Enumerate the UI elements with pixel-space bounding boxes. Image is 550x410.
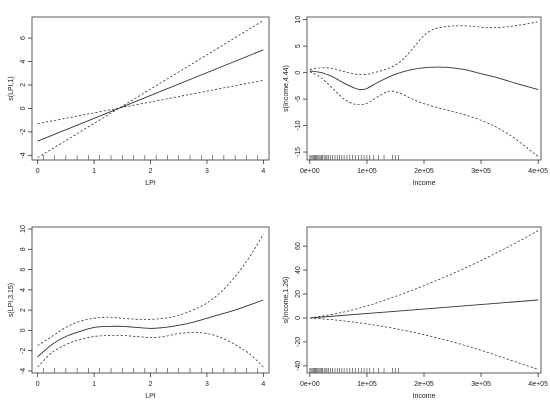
y-tick-label: 0: [295, 316, 302, 320]
x-axis-label: Income: [413, 393, 436, 400]
plot-frame: [31, 16, 270, 161]
x-tick-label: 3: [205, 168, 209, 175]
y-tick-label: 5: [295, 44, 302, 48]
plot-frame: [306, 226, 542, 374]
y-tick-label: -4: [20, 152, 27, 158]
series-line-upper: [309, 21, 539, 75]
x-tick-label: 1: [92, 381, 96, 388]
y-tick-label: -20: [295, 337, 302, 347]
y-axis-label: s(Income,1.26): [283, 277, 290, 324]
y-axis-label: s(LPI,3.15): [8, 283, 15, 317]
y-tick-label: -10: [295, 120, 302, 130]
x-tick-label: 4: [261, 168, 265, 175]
y-tick-label: 6: [20, 36, 27, 40]
x-axis-label: LPI: [145, 393, 156, 400]
y-tick-label: 0: [295, 71, 302, 75]
x-tick-label: 3e+05: [471, 381, 491, 388]
y-tick-label: -2: [20, 129, 27, 135]
series-line-fit: [37, 49, 264, 142]
series-line-lower: [309, 317, 539, 370]
panel-lpi-linear: 0 1 2 3 4 -4 -2 0 2 4 6 LPI s(LPI,1): [8, 16, 270, 187]
y-tick-label: 4: [20, 59, 27, 63]
x-tick-label: 0e+00: [300, 168, 320, 175]
series-line-upper: [37, 233, 264, 346]
x-tick-label: 1e+05: [357, 381, 377, 388]
series-line-upper: [37, 79, 264, 125]
series-group: [309, 21, 539, 157]
y-tick-label: -40: [295, 361, 302, 371]
x-tick-label: 2: [149, 381, 153, 388]
series-line-lower: [37, 20, 264, 159]
series-group: [37, 233, 264, 368]
plot-frame: [306, 16, 542, 161]
y-tick-label: -4: [20, 368, 27, 374]
y-tick-label: 4: [20, 288, 27, 292]
x-tick-label: 4e+05: [528, 381, 548, 388]
x-tick-label: 2e+05: [414, 168, 434, 175]
y-tick-label: 40: [295, 266, 302, 274]
y-tick-label: 10: [295, 16, 302, 24]
x-tick-label: 1e+05: [357, 168, 377, 175]
x-tick-label: 3e+05: [471, 168, 491, 175]
panel-lpi-315: 0 1 2 3 4 -4 -2 0 2 4 6 8 10 LPI s(LPI,3.15): [8, 225, 270, 400]
x-tick-label: 2: [149, 168, 153, 175]
y-tick-label: -2: [20, 347, 27, 353]
y-tick-label: 0: [20, 106, 27, 110]
y-tick-label: 0: [20, 328, 27, 332]
x-tick-label: 3: [205, 381, 209, 388]
series-group: [37, 20, 264, 159]
series-group: [309, 230, 539, 370]
series-line-fit: [37, 299, 264, 358]
x-axis-label: LPI: [145, 180, 156, 187]
panel-income-126: 0e+00 1e+05 2e+05 3e+05 4e+05 -40 -20 0 20 40 60 In…: [283, 226, 548, 400]
series-line-fit: [309, 299, 539, 319]
y-tick-label: -5: [295, 96, 302, 102]
series-line-fit: [309, 66, 539, 91]
series-line-lower: [37, 331, 264, 368]
y-tick-label: 60: [295, 242, 302, 250]
plot-frame: [31, 226, 270, 374]
y-tick-label: 20: [295, 290, 302, 298]
x-tick-label: 2e+05: [414, 381, 434, 388]
y-tick-label: 10: [20, 225, 27, 233]
series-line-lower: [309, 71, 539, 157]
y-tick-label: 8: [20, 247, 27, 251]
x-tick-label: 0: [36, 381, 40, 388]
y-tick-label: 2: [20, 308, 27, 312]
y-axis-label: s(Income,4.44): [283, 65, 290, 112]
y-tick-label: 2: [20, 83, 27, 87]
y-tick-label: 6: [20, 268, 27, 272]
x-tick-label: 0e+00: [300, 381, 320, 388]
x-tick-label: 4: [261, 381, 265, 388]
y-tick-label: -15: [295, 147, 302, 157]
x-tick-label: 0: [36, 168, 40, 175]
x-tick-label: 1: [92, 168, 96, 175]
panel-income-444: 0e+00 1e+05 2e+05 3e+05 4e+05 -15 -10 -5 0 5 10 Inc…: [283, 16, 548, 187]
x-tick-label: 4e+05: [528, 168, 548, 175]
y-axis-label: s(LPI,1): [8, 76, 15, 101]
x-axis-label: Income: [413, 180, 436, 187]
series-line-upper: [309, 230, 539, 319]
